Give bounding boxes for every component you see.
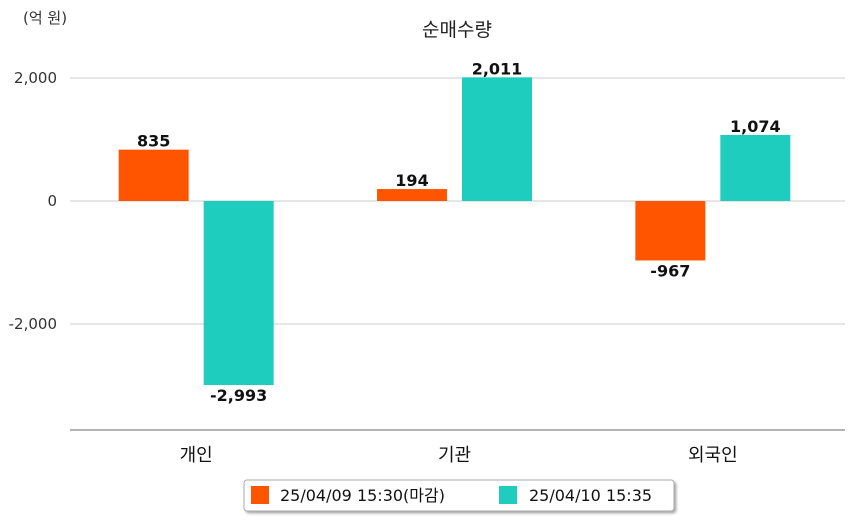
bar-2-2 <box>462 77 532 201</box>
data-labels: 835 -2,993 194 2,011 -967 1,074 <box>137 59 781 405</box>
data-label: 1,074 <box>730 117 781 136</box>
gridlines <box>70 77 845 325</box>
unit-label: (억 원) <box>23 9 67 27</box>
y-tick-label: -2,000 <box>9 315 57 333</box>
y-tick-label: 2,000 <box>14 69 57 87</box>
bar-1-2 <box>377 189 447 201</box>
y-axis-ticks: 2,000 0 -2,000 <box>9 69 57 333</box>
legend-box <box>243 479 675 512</box>
chart-title: 순매수량 <box>422 19 492 41</box>
legend: 25/04/09 15:30(마감) 25/04/10 15:35 <box>243 479 675 512</box>
x-category-label: 기관 <box>438 445 471 466</box>
bar-1-1 <box>118 149 189 201</box>
x-category-label: 개인 <box>180 445 213 466</box>
bar-2-3 <box>720 134 791 201</box>
legend-label-series-1: 25/04/09 15:30(마감) <box>280 486 445 505</box>
legend-label-series-2: 25/04/10 15:35 <box>529 486 652 505</box>
data-label: -967 <box>650 261 690 280</box>
legend-swatch-series-1 <box>251 486 269 504</box>
bar-2-1 <box>203 201 274 386</box>
bar-1-3 <box>635 201 706 261</box>
x-category-label: 외국인 <box>688 445 738 466</box>
data-label: 194 <box>395 171 428 190</box>
x-axis-categories: 개인 기관 외국인 <box>180 445 738 466</box>
data-label: 835 <box>137 132 170 151</box>
y-tick-label: 0 <box>47 192 57 210</box>
legend-swatch-series-2 <box>499 486 517 504</box>
bars <box>118 77 791 386</box>
data-label: 2,011 <box>472 59 523 78</box>
data-label: -2,993 <box>210 386 267 405</box>
